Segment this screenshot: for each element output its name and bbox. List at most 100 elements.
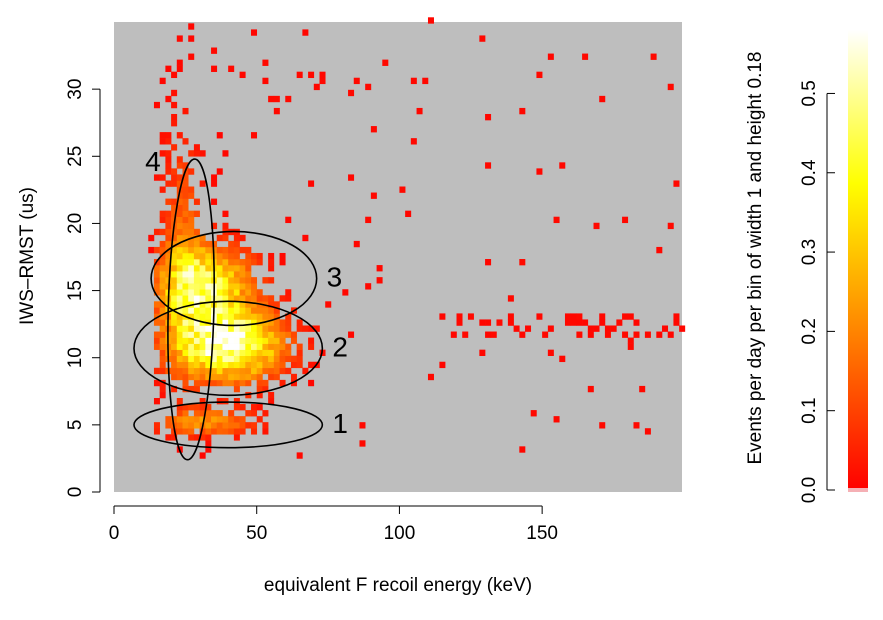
heatmap-cell [182,192,189,199]
heatmap-cell [165,198,172,205]
heatmap-cell [233,234,240,242]
heatmap-cell [216,422,223,429]
heatmap-cell [302,29,309,36]
heatmap-cell [153,319,160,326]
colorbar [848,30,868,490]
heatmap-cell [182,265,189,272]
colorbar-tick-label: 0.1 [799,397,820,423]
heatmap-cell [199,307,206,314]
heatmap-cell [239,246,246,254]
heatmap-cell [193,265,200,272]
heatmap-cell [228,349,235,356]
heatmap-cell [353,77,360,85]
heatmap-cell [222,210,229,218]
heatmap-cell [165,216,172,224]
heatmap-cell [176,240,183,248]
heatmap-cell [353,240,360,248]
heatmap-cell [245,313,252,320]
heatmap-cell [319,77,326,85]
heatmap-cell [188,331,195,338]
heatmap-cell [239,361,246,369]
heatmap-cell [216,398,223,405]
heatmap-cell [376,277,383,284]
heatmap-cell [182,331,189,338]
heatmap-cell [176,246,183,254]
heatmap-cell [159,331,166,338]
heatmap-cell [262,307,269,314]
heatmap-cell [319,71,326,79]
heatmap-cell [296,343,303,350]
heatmap-cell [153,331,160,338]
heatmap-cell [199,361,206,369]
heatmap-cell [633,319,640,326]
heatmap-cell [222,343,229,350]
heatmap-cell [228,325,235,332]
heatmap-cell [239,319,246,326]
heatmap-cell [199,416,206,423]
colorbar-tick-label: 0.3 [799,239,820,265]
heatmap-cell [239,404,246,411]
heatmap-cell [245,373,252,381]
region-label-1: 1 [332,408,348,439]
heatmap-cell [205,301,212,308]
heatmap-cell [188,428,195,435]
heatmap-cell [256,373,263,381]
heatmap-cell [193,252,200,260]
heatmap-cell [285,95,292,103]
heatmap-cell [188,313,195,320]
heatmap-cell [171,252,178,260]
heatmap-cell [159,259,166,266]
heatmap-cell [205,440,212,447]
heatmap-cell [599,95,606,103]
heatmap-cell [205,283,212,290]
heatmap-cell [165,180,172,187]
heatmap-cell [251,355,258,363]
heatmap-cell [188,216,195,224]
heatmap-cell [268,367,275,375]
heatmap-cell [205,404,212,411]
heatmap-cell [233,289,240,296]
heatmap-cell [176,295,183,302]
heatmap-cell [171,240,178,248]
heatmap-cell [171,295,178,302]
heatmap-cell [233,283,240,290]
heatmap-cell [171,373,178,381]
heatmap-cell [285,289,292,296]
heatmap-cell [228,277,235,284]
heatmap-cell [285,367,292,375]
heatmap-cell [188,289,195,296]
heatmap-cell [268,307,275,314]
heatmap-cell [171,319,178,326]
heatmap-cell [199,246,206,254]
heatmap-cell [627,313,634,320]
heatmap-cell [233,331,240,338]
heatmap-cell [182,107,189,115]
heatmap-cell [228,295,235,302]
heatmap-cell [171,71,178,79]
heatmap-cell [290,379,297,387]
heatmap-cell [199,452,206,459]
heatmap-cell [268,391,275,399]
heatmap-cell [176,337,183,344]
heatmap-cell [205,361,212,369]
heatmap-cell [193,410,200,417]
heatmap-cell [216,283,223,290]
heatmap-cell [193,198,200,205]
heatmap-cell [182,283,189,290]
heatmap-cell [176,325,183,332]
heatmap-cell [268,295,275,302]
heatmap-cell [479,319,486,326]
heatmap-cell [233,259,240,266]
heatmap-cell [313,325,320,332]
heatmap-cell [222,307,229,314]
heatmap-cell [216,319,223,326]
heatmap-cell [153,289,160,296]
heatmap-cell [216,343,223,350]
heatmap-cell [188,416,195,423]
heatmap-cell [308,337,315,344]
heatmap-cell [165,252,172,260]
heatmap-cell [193,385,200,393]
heatmap-cell [193,240,200,248]
heatmap-cell [268,277,275,284]
heatmap-cell [199,410,206,417]
